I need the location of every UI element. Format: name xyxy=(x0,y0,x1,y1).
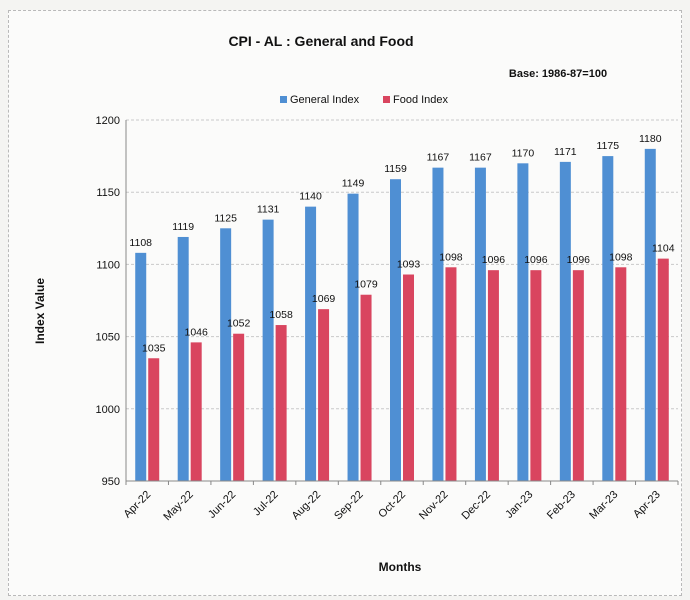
data-label-food: 1096 xyxy=(524,254,548,266)
bar-general xyxy=(432,167,444,482)
data-label-general: 1180 xyxy=(639,133,662,145)
x-tick-label: Jan-23 xyxy=(503,489,535,521)
x-tick-label: Sep-22 xyxy=(332,489,366,523)
chart-frame: CPI - AL : General and Food Base: 1986-8… xyxy=(8,10,682,596)
gridlines xyxy=(126,119,678,410)
data-label-general: 1125 xyxy=(214,212,237,224)
bar-general xyxy=(262,219,274,482)
y-tick-label: 1100 xyxy=(96,259,120,271)
chart-title: CPI - AL : General and Food xyxy=(228,33,413,49)
bar-food xyxy=(445,267,457,481)
data-label-general: 1119 xyxy=(172,221,194,233)
bar-food xyxy=(657,258,669,481)
x-tick-label: Apr-23 xyxy=(631,489,663,521)
x-tick-label: Apr-22 xyxy=(122,489,154,521)
bar-general xyxy=(305,206,317,481)
data-label-food: 1104 xyxy=(652,243,675,255)
data-label-food: 1098 xyxy=(439,251,463,263)
data-label-general: 1171 xyxy=(554,146,577,158)
data-label-food: 1069 xyxy=(312,293,336,305)
axes xyxy=(125,120,679,485)
bar-food xyxy=(233,333,245,481)
legend-swatch-general xyxy=(280,96,287,103)
y-tick-label: 1150 xyxy=(96,187,120,199)
data-label-general: 1108 xyxy=(129,237,152,249)
bar-food xyxy=(530,270,542,481)
bar-general xyxy=(602,156,614,481)
bar-food xyxy=(318,309,330,481)
bar-food xyxy=(487,270,499,481)
bar-food xyxy=(190,342,202,481)
chart-subtitle: Base: 1986-87=100 xyxy=(509,68,607,80)
legend-swatch-food xyxy=(383,96,390,103)
y-tick-label: 1000 xyxy=(96,404,120,416)
bar-general xyxy=(220,228,232,481)
bar-general xyxy=(517,163,529,481)
data-label-food: 1052 xyxy=(227,318,251,330)
data-label-general: 1159 xyxy=(384,163,407,175)
bar-food xyxy=(403,274,414,481)
legend: General Index Food Index xyxy=(280,94,449,106)
bar-general xyxy=(135,252,147,481)
bar-general xyxy=(644,148,656,481)
x-tick-label: Jun-22 xyxy=(206,489,238,521)
legend-label-general: General Index xyxy=(290,94,360,106)
data-label-food: 1046 xyxy=(185,326,209,338)
bar-food xyxy=(275,325,287,481)
x-tick-label: May-22 xyxy=(161,489,195,523)
bar-general xyxy=(177,236,189,481)
bar-food xyxy=(615,267,627,481)
y-tick-label: 1200 xyxy=(96,115,120,127)
x-tick-label: Nov-22 xyxy=(417,489,451,523)
x-tick-label: Jul-22 xyxy=(251,489,281,519)
y-tick-label: 1050 xyxy=(96,332,120,344)
bar-general xyxy=(474,167,486,482)
data-label-food: 1058 xyxy=(269,309,293,321)
bar-food xyxy=(360,294,372,481)
x-tick-label: Feb-23 xyxy=(545,489,578,522)
bars: 1108 1035 1119 1046 1125 1052 1131 1058 1140 1069… xyxy=(129,133,675,482)
chart-svg: CPI - AL : General and Food Base: 1986-8… xyxy=(33,33,679,574)
data-label-food: 1093 xyxy=(397,259,421,271)
y-axis-title: Index Value xyxy=(33,278,47,344)
legend-label-food: Food Index xyxy=(393,94,449,106)
data-label-general: 1131 xyxy=(257,204,280,216)
x-tick-label: Mar-23 xyxy=(587,489,620,522)
data-label-general: 1170 xyxy=(512,147,535,159)
x-tick-labels: Apr-22 May-22 Jun-22 Jul-22 Aug-22 Sep-22 Oct-… xyxy=(122,489,663,523)
data-label-general: 1167 xyxy=(469,152,492,164)
x-axis-title: Months xyxy=(379,560,422,574)
x-tick-label: Oct-22 xyxy=(376,489,408,521)
data-label-general: 1175 xyxy=(597,140,620,152)
data-label-food: 1079 xyxy=(354,279,378,291)
data-label-general: 1149 xyxy=(342,178,365,190)
bar-general xyxy=(347,193,359,482)
data-label-food: 1098 xyxy=(609,251,633,263)
x-tick-label: Dec-22 xyxy=(459,489,493,523)
y-tick-labels: 950 1000 1050 1100 1150 1200 xyxy=(96,115,120,488)
data-label-general: 1140 xyxy=(299,191,322,203)
data-label-general: 1167 xyxy=(427,152,450,164)
data-label-food: 1096 xyxy=(567,254,591,266)
data-label-food: 1096 xyxy=(482,254,506,266)
bar-general xyxy=(390,179,401,482)
data-label-food: 1035 xyxy=(142,342,166,354)
y-tick-label: 950 xyxy=(102,476,120,488)
bar-general xyxy=(559,161,571,481)
bar-food xyxy=(148,358,160,481)
x-tick-label: Aug-22 xyxy=(290,489,324,523)
bar-food xyxy=(572,270,584,481)
